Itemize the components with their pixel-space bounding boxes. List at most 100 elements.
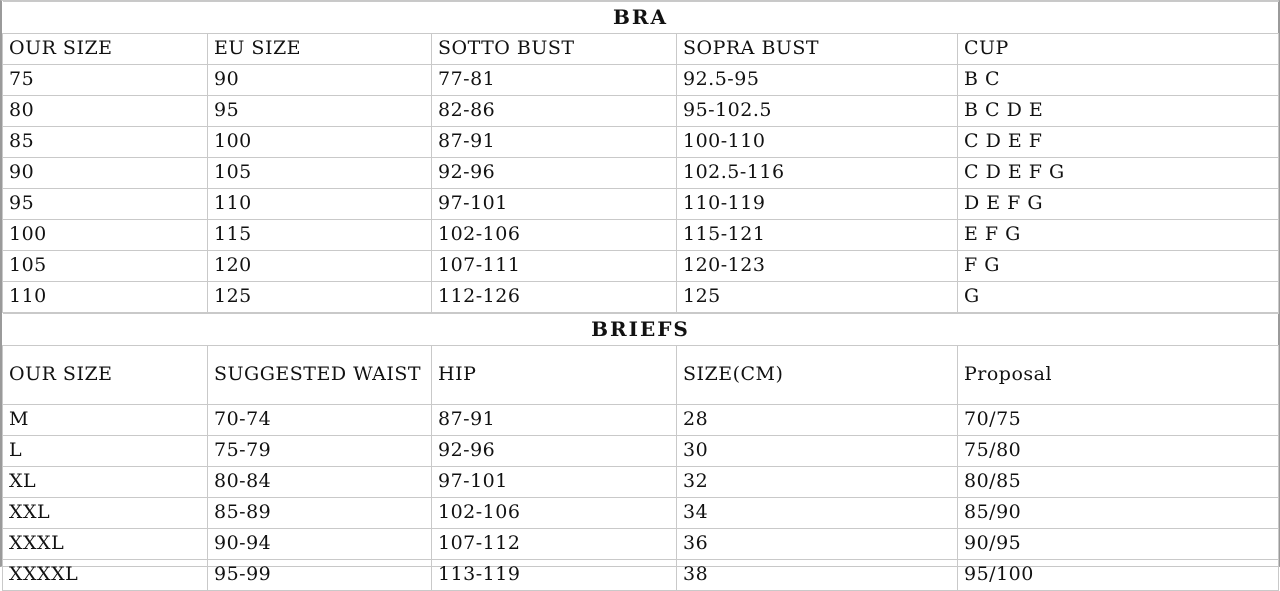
table-cell: 90 <box>2 157 208 189</box>
table-cell: G <box>956 281 1280 313</box>
column-header: EU SIZE <box>207 33 432 65</box>
table-row: 90 105 92-96 102.5-116 C D E F G <box>2 157 1280 189</box>
table-cell: 102-106 <box>431 219 677 251</box>
table-row: 105 120 107-111 120-123 F G <box>2 250 1280 282</box>
header-row-briefs: OUR SIZE SUGGESTED WAIST HIP SIZE(CM) Propos… <box>2 345 1279 405</box>
table-cell: 90-94 <box>207 528 432 560</box>
table-cell: 77-81 <box>431 64 677 96</box>
table-cell: B C <box>956 64 1280 96</box>
table-cell: XXL <box>2 497 208 529</box>
table-cell: 28 <box>676 404 958 436</box>
table-cell: 120-123 <box>676 250 958 282</box>
column-header: SIZE(CM) <box>676 345 958 405</box>
table-cell: 100-110 <box>676 126 958 158</box>
table-row: XXL 85-89 102-106 34 85/90 <box>2 497 1279 529</box>
table-cell: 107-112 <box>431 528 677 560</box>
table-cell: 90 <box>207 64 432 96</box>
table-cell: XXXXL <box>2 559 208 591</box>
table-cell: 100 <box>2 219 208 251</box>
table-cell: D E F G <box>956 188 1280 220</box>
section-title-bra: BRA <box>2 1 1279 34</box>
section-title-row-briefs: BRIEFS <box>2 313 1279 346</box>
table-cell: 80/85 <box>957 466 1279 498</box>
table-cell: 85 <box>2 126 208 158</box>
table-cell: 82-86 <box>431 95 677 127</box>
table-cell: 95-99 <box>207 559 432 591</box>
section-title-briefs: BRIEFS <box>2 313 1279 346</box>
table-row: L 75-79 92-96 30 75/80 <box>2 435 1279 467</box>
table-cell: 115-121 <box>676 219 958 251</box>
column-header: Proposal <box>957 345 1279 405</box>
table-cell: B C D E <box>956 95 1280 127</box>
table-cell: 105 <box>207 157 432 189</box>
table-cell: 95-102.5 <box>676 95 958 127</box>
table-cell: 70/75 <box>957 404 1279 436</box>
table-cell: E F G <box>956 219 1280 251</box>
table-cell: 75 <box>2 64 208 96</box>
table-cell: 110 <box>2 281 208 313</box>
table-cell: 95 <box>207 95 432 127</box>
table-cell: C D E F G <box>956 157 1280 189</box>
table-cell: XL <box>2 466 208 498</box>
table-cell: 92.5-95 <box>676 64 958 96</box>
column-header: SOPRA BUST <box>676 33 958 65</box>
table-cell: 95 <box>2 188 208 220</box>
table-cell: 34 <box>676 497 958 529</box>
table-row: 80 95 82-86 95-102.5 B C D E <box>2 95 1280 127</box>
table-cell: 125 <box>207 281 432 313</box>
table-cell: 92-96 <box>431 157 677 189</box>
table-cell: XXXL <box>2 528 208 560</box>
table-cell: 75-79 <box>207 435 432 467</box>
column-header: OUR SIZE <box>2 33 208 65</box>
table-row: 100 115 102-106 115-121 E F G <box>2 219 1280 251</box>
table-cell: 85/90 <box>957 497 1279 529</box>
table-cell: 112-126 <box>431 281 677 313</box>
table-cell: 100 <box>207 126 432 158</box>
table-cell: F G <box>956 250 1280 282</box>
table-cell: M <box>2 404 208 436</box>
table-cell: 80-84 <box>207 466 432 498</box>
table-cell: 85-89 <box>207 497 432 529</box>
table-cell: 92-96 <box>431 435 677 467</box>
table-cell: 110-119 <box>676 188 958 220</box>
table-cell: 102-106 <box>431 497 677 529</box>
table-cell: 87-91 <box>431 126 677 158</box>
table-cell: 113-119 <box>431 559 677 591</box>
table-cell: 32 <box>676 466 958 498</box>
header-row-bra: OUR SIZE EU SIZE SOTTO BUST SOPRA BUST CUP <box>2 33 1280 65</box>
table-cell: 30 <box>676 435 958 467</box>
column-header: CUP <box>956 33 1280 65</box>
table-cell: 102.5-116 <box>676 157 958 189</box>
table-cell: 90/95 <box>957 528 1279 560</box>
table-row: XXXXL 95-99 113-119 38 95/100 <box>2 559 1279 591</box>
table-cell: 120 <box>207 250 432 282</box>
size-table-bra: BRA OUR SIZE EU SIZE SOTTO BUST SOPRA BUST CU… <box>2 1 1280 313</box>
table-cell: 115 <box>207 219 432 251</box>
column-header: HIP <box>431 345 677 405</box>
table-row: 95 110 97-101 110-119 D E F G <box>2 188 1280 220</box>
table-row: M 70-74 87-91 28 70/75 <box>2 404 1279 436</box>
table-cell: 107-111 <box>431 250 677 282</box>
table-cell: 36 <box>676 528 958 560</box>
table-row: 85 100 87-91 100-110 C D E F <box>2 126 1280 158</box>
column-header: SOTTO BUST <box>431 33 677 65</box>
table-cell: 75/80 <box>957 435 1279 467</box>
table-cell: 97-101 <box>431 188 677 220</box>
column-header: OUR SIZE <box>2 345 208 405</box>
table-cell: 95/100 <box>957 559 1279 591</box>
table-cell: 87-91 <box>431 404 677 436</box>
section-title-row-bra: BRA <box>2 1 1279 34</box>
column-header: SUGGESTED WAIST <box>207 345 432 405</box>
table-cell: 38 <box>676 559 958 591</box>
table-cell: L <box>2 435 208 467</box>
table-row: XL 80-84 97-101 32 80/85 <box>2 466 1279 498</box>
table-row: XXXL 90-94 107-112 36 90/95 <box>2 528 1279 560</box>
size-table-briefs: BRIEFS OUR SIZE SUGGESTED WAIST HIP SIZE(CM)… <box>2 313 1279 591</box>
table-cell: 97-101 <box>431 466 677 498</box>
table-cell: C D E F <box>956 126 1280 158</box>
table-cell: 70-74 <box>207 404 432 436</box>
table-cell: 80 <box>2 95 208 127</box>
table-row: 75 90 77-81 92.5-95 B C <box>2 64 1280 96</box>
